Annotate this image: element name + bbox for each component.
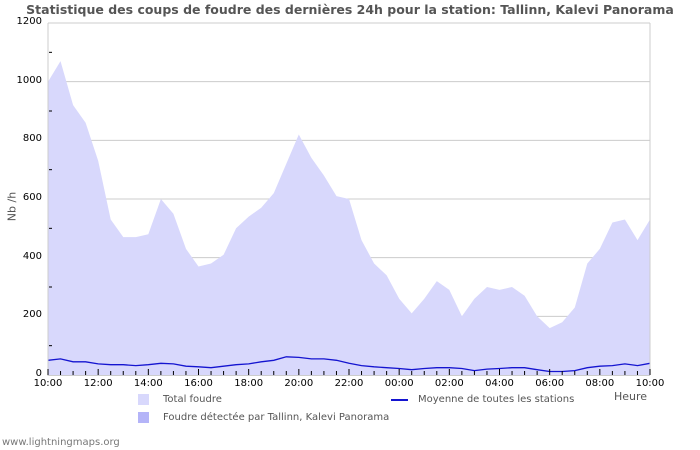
y-tick-label: 400 — [22, 250, 42, 262]
footer-link[interactable]: www.lightningmaps.org — [2, 437, 120, 448]
x-tick-label: 06:00 — [535, 378, 565, 389]
y-tick-label: 800 — [22, 133, 42, 145]
total-foudre-area — [48, 61, 650, 375]
x-tick-label: 10:00 — [33, 378, 63, 389]
x-tick-label: 10:00 — [635, 378, 665, 389]
y-tick-label: 1200 — [16, 16, 42, 27]
y-tick-label: 0 — [35, 368, 42, 379]
legend-average: Moyenne de toutes les stations — [391, 394, 574, 405]
legend-detected: Foudre détectée par Tallinn, Kalevi Pano… — [138, 412, 389, 423]
x-tick-label: 12:00 — [83, 378, 113, 389]
x-tick-label: 00:00 — [384, 378, 414, 389]
y-tick-label: 600 — [22, 192, 42, 203]
legend-line-average — [391, 398, 408, 401]
legend-label-total: Total foudre — [163, 394, 222, 405]
axes — [47, 22, 651, 376]
chart-title: Statistique des coups de foudre des dern… — [26, 2, 674, 17]
legend-swatch-detected — [138, 412, 149, 423]
x-tick-label: 08:00 — [585, 378, 615, 389]
legend-label-average: Moyenne de toutes les stations — [418, 394, 575, 405]
y-tick-label: 200 — [22, 309, 42, 321]
legend-label-detected: Foudre détectée par Tallinn, Kalevi Pano… — [163, 412, 390, 423]
x-tick-label: 16:00 — [184, 378, 213, 389]
x-tick-label: 02:00 — [434, 378, 464, 389]
legend-total: Total foudre — [138, 394, 222, 405]
x-tick-label: 14:00 — [133, 378, 163, 389]
x-axis-label: Heure — [614, 390, 648, 403]
x-tick-label: 20:00 — [284, 378, 314, 389]
x-tick-label: 22:00 — [334, 378, 364, 389]
legend-swatch-total — [138, 394, 149, 405]
y-axis-label: Nb /h — [5, 191, 19, 222]
y-tick-label: 1000 — [16, 74, 42, 86]
x-tick-label: 04:00 — [485, 378, 514, 389]
x-tick-label: 18:00 — [234, 378, 264, 389]
